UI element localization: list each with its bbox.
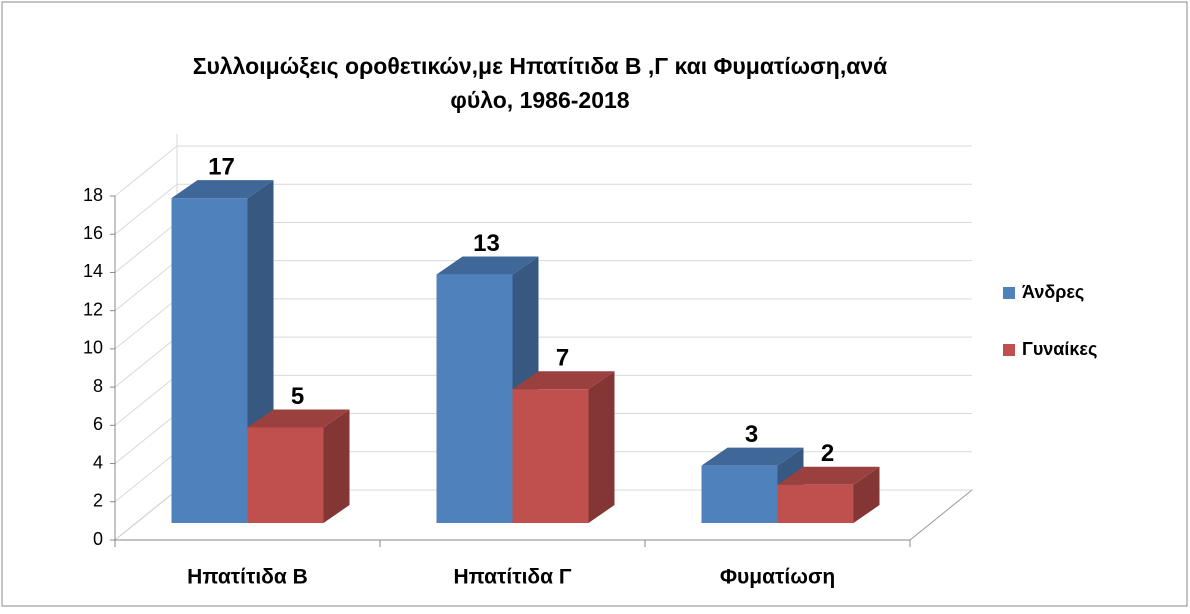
value-label: 5 <box>291 383 304 410</box>
bar-top <box>171 180 274 199</box>
y-tick-label: 4 <box>93 452 103 472</box>
y-tick-label: 14 <box>83 261 103 281</box>
y-tick-label: 10 <box>83 338 103 358</box>
value-label: 2 <box>821 440 834 467</box>
y-tick-label: 12 <box>83 299 103 319</box>
value-label: 13 <box>473 230 500 257</box>
bar <box>512 389 589 523</box>
value-label: 7 <box>556 345 569 372</box>
y-tick-label: 2 <box>93 491 103 511</box>
bar <box>171 198 248 523</box>
bar-top <box>436 256 539 275</box>
bar-top <box>701 447 804 466</box>
bar <box>247 427 324 523</box>
value-label: 17 <box>208 153 235 180</box>
legend-swatch <box>1003 287 1015 299</box>
y-tick-label: 6 <box>93 414 103 434</box>
bar-side <box>323 409 350 523</box>
chart-title: Συλλοιμώξεις οροθετικών,με Ηπατίτιδα Β ,… <box>193 53 888 79</box>
x-tick-label: Φυματίωση <box>720 566 835 589</box>
bar-side <box>853 466 880 523</box>
y-tick-label: 16 <box>83 223 103 243</box>
grid-line <box>114 145 972 197</box>
grid-line <box>114 183 972 235</box>
y-tick-label: 0 <box>93 529 103 549</box>
y-tick-label: 8 <box>93 376 103 396</box>
bar-top <box>777 466 880 485</box>
x-tick-label: Ηπατίτιδα Γ <box>453 566 571 589</box>
legend-label: Άνδρες <box>1022 282 1084 302</box>
value-label: 3 <box>745 421 758 448</box>
y-tick-label: 18 <box>83 185 103 205</box>
bar-top <box>512 371 615 390</box>
chart-subtitle: φύλο, 1986-2018 <box>450 87 629 113</box>
legend-swatch <box>1003 344 1015 356</box>
bar-top <box>247 409 350 428</box>
bar-side <box>588 371 615 523</box>
bar <box>701 465 778 523</box>
bar <box>436 274 513 523</box>
legend-label: Γυναίκες <box>1022 339 1097 359</box>
x-tick-label: Ηπατίτιδα Β <box>187 566 308 589</box>
bar <box>777 484 854 523</box>
